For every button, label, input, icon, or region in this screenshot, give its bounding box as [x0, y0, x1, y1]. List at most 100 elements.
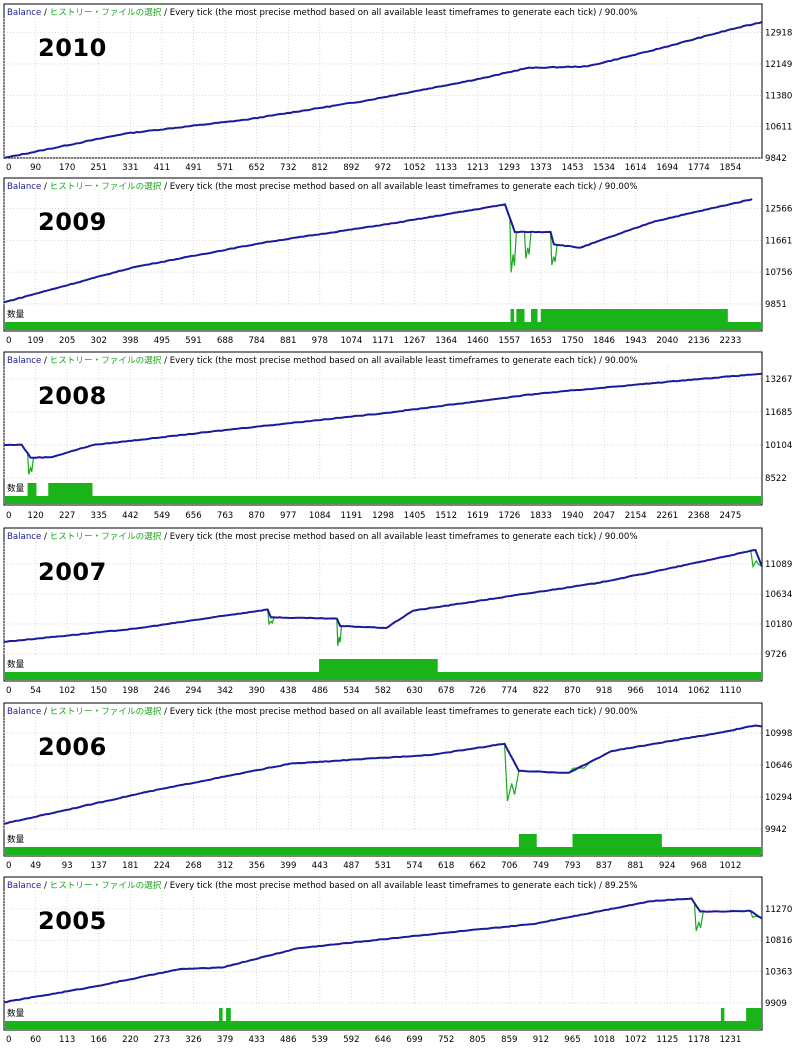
- header-description: / Every tick (the most precise method ba…: [161, 182, 637, 192]
- y-tick-label: 12918: [765, 29, 792, 39]
- x-tick-label: 442: [122, 511, 138, 521]
- y-tick-label: 11661: [765, 236, 792, 246]
- y-tick-label: 11089: [765, 560, 792, 570]
- x-tick-label: 2233: [719, 336, 741, 346]
- x-tick-label: 549: [154, 511, 170, 521]
- x-tick-label: 166: [91, 1035, 107, 1045]
- x-tick-label: 137: [91, 861, 107, 871]
- y-tick-label: 11380: [765, 91, 792, 101]
- x-tick-label: 881: [280, 336, 296, 346]
- x-tick-label: 486: [312, 686, 328, 696]
- volume-block: [226, 1008, 231, 1029]
- chart-frame: [3, 876, 763, 1031]
- x-tick-label: 90: [30, 163, 41, 173]
- volume-block: [531, 309, 538, 330]
- x-tick-label: 1178: [688, 1035, 710, 1045]
- x-tick-label: 1267: [404, 336, 426, 346]
- x-tick-label: 966: [627, 686, 643, 696]
- balance-line: [3, 548, 763, 643]
- volume-label: 数量: [7, 658, 25, 670]
- x-tick-label: 224: [154, 861, 170, 871]
- header-sep: /: [41, 881, 49, 891]
- header-sep: /: [41, 356, 49, 366]
- balance-line: [3, 21, 763, 159]
- x-tick-label: 1072: [625, 1035, 647, 1045]
- x-tick-label: 2047: [593, 511, 615, 521]
- drawdown-line: [26, 453, 35, 475]
- balance-label: Balance: [7, 707, 41, 717]
- y-tick-label: 9726: [765, 650, 787, 660]
- balance-label: Balance: [7, 8, 41, 18]
- x-tick-label: 273: [154, 1035, 170, 1045]
- x-tick-label: 1405: [404, 511, 426, 521]
- chart-header: Balance / ヒストリー・ファイルの選択 / Every tick (th…: [7, 354, 638, 366]
- header-sep: /: [41, 182, 49, 192]
- x-tick-label: 1653: [530, 336, 552, 346]
- x-tick-label: 1557: [498, 336, 520, 346]
- x-tick-label: 1943: [625, 336, 647, 346]
- balance-line: [4, 372, 763, 459]
- y-tick-label: 9942: [765, 825, 787, 835]
- y-tick-label: 10611: [765, 123, 792, 133]
- x-tick-label: 1133: [435, 163, 457, 173]
- x-tick-label: 0: [6, 1035, 11, 1045]
- x-tick-label: 784: [248, 336, 264, 346]
- volume-block: [540, 309, 728, 330]
- volume-block: [746, 1008, 762, 1029]
- x-tick-label: 120: [27, 511, 43, 521]
- x-tick-label: 1074: [340, 336, 362, 346]
- header-description: / Every tick (the most precise method ba…: [161, 356, 637, 366]
- y-tick-label: 13267: [765, 375, 792, 385]
- x-tick-label: 54: [30, 686, 41, 696]
- header-description: / Every tick (the most precise method ba…: [161, 707, 637, 717]
- x-tick-label: 534: [343, 686, 359, 696]
- volume-block: [48, 483, 93, 504]
- header-description: / Every tick (the most precise method ba…: [161, 8, 637, 18]
- x-tick-label: 411: [154, 163, 170, 173]
- x-tick-label: 972: [375, 163, 391, 173]
- x-tick-label: 491: [185, 163, 201, 173]
- x-tick-label: 870: [248, 511, 264, 521]
- x-tick-label: 582: [375, 686, 391, 696]
- volume-block: [510, 309, 515, 330]
- drawdown-line: [549, 231, 558, 266]
- history-label: ヒストリー・ファイルの選択: [50, 354, 162, 366]
- x-tick-label: 0: [6, 686, 11, 696]
- volume-block: [319, 659, 438, 680]
- y-tick-label: 12149: [765, 60, 792, 70]
- balance-label: Balance: [7, 356, 41, 366]
- x-tick-label: 662: [470, 861, 486, 871]
- x-tick-label: 1125: [656, 1035, 678, 1045]
- x-tick-label: 49: [30, 861, 41, 871]
- x-tick-label: 342: [217, 686, 233, 696]
- x-tick-label: 652: [248, 163, 264, 173]
- x-tick-label: 774: [501, 686, 517, 696]
- year-label: 2006: [38, 733, 107, 761]
- x-tick-label: 822: [533, 686, 549, 696]
- x-tick-label: 2368: [688, 511, 710, 521]
- x-tick-label: 1052: [404, 163, 426, 173]
- chart-frame: [3, 527, 763, 682]
- x-tick-label: 251: [91, 163, 107, 173]
- header-sep: /: [41, 532, 49, 542]
- x-tick-label: 1534: [593, 163, 615, 173]
- x-tick-label: 170: [59, 163, 75, 173]
- history-label: ヒストリー・ファイルの選択: [50, 180, 162, 192]
- drawdown-line: [267, 609, 275, 626]
- x-tick-label: 438: [280, 686, 296, 696]
- x-tick-label: 268: [185, 861, 201, 871]
- y-tick-label: 10998: [765, 729, 792, 739]
- x-tick-label: 0: [6, 163, 11, 173]
- y-tick-label: 10756: [765, 268, 792, 278]
- x-tick-label: 965: [564, 1035, 580, 1045]
- x-tick-label: 977: [280, 511, 296, 521]
- x-tick-label: 912: [533, 1035, 549, 1045]
- x-tick-label: 0: [6, 336, 11, 346]
- x-tick-label: 2136: [688, 336, 710, 346]
- x-tick-label: 837: [596, 861, 612, 871]
- x-tick-label: 220: [122, 1035, 138, 1045]
- y-tick-label: 10634: [765, 590, 792, 600]
- volume-base-bar: [5, 847, 761, 855]
- x-tick-label: 2261: [656, 511, 678, 521]
